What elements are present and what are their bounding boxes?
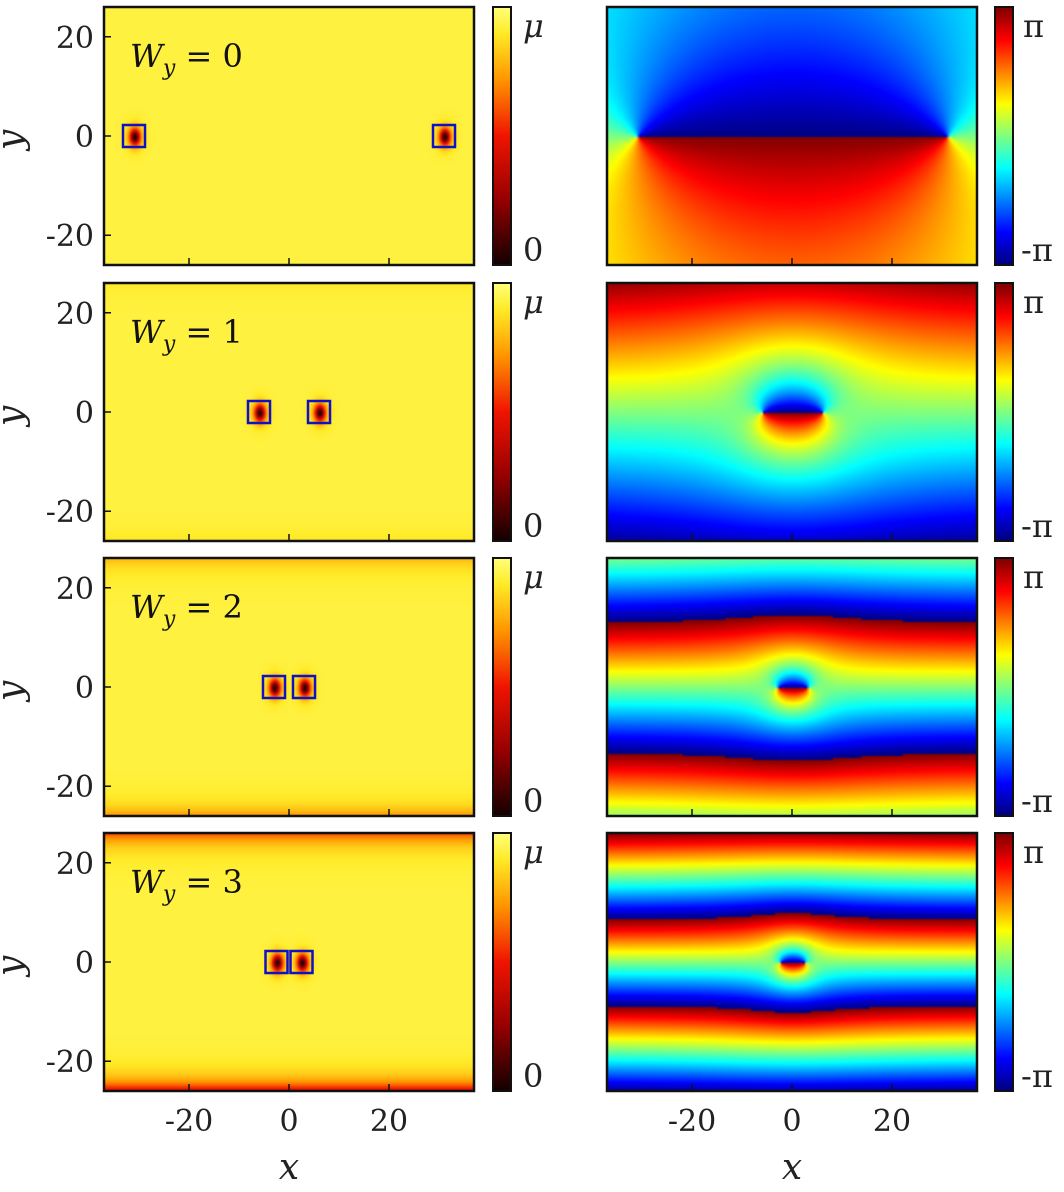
vortex-box (121, 123, 147, 149)
phase-colorbar-max: π (1023, 833, 1044, 871)
density-map (104, 283, 474, 541)
y-tick-label: 0 (75, 946, 94, 981)
x-tick-label: 0 (279, 1104, 298, 1139)
density-colorbar-max: μ (523, 7, 544, 45)
density-map (104, 7, 474, 265)
y-tick-label: 0 (75, 396, 94, 431)
x-axis-label: x (782, 1147, 802, 1188)
vortex-box (246, 399, 272, 425)
vortex-box (306, 399, 332, 425)
phase-colorbar (995, 7, 1013, 265)
density-colorbar (493, 833, 511, 1091)
y-tick-label: -20 (46, 219, 94, 254)
panel-label: Wy = 3 (130, 863, 243, 907)
density-map (104, 833, 474, 1091)
x-tick-label: -20 (165, 1104, 213, 1139)
y-tick-label: 20 (56, 572, 94, 607)
phase-colorbar-max: π (1023, 7, 1044, 45)
vortex-box (289, 949, 314, 975)
phase-colorbar (995, 833, 1013, 1091)
y-tick-label: 20 (56, 297, 94, 332)
density-colorbar-min: 0 (523, 507, 543, 545)
x-tick-label: -20 (668, 1104, 716, 1139)
phase-colorbar (995, 558, 1013, 816)
phase-map (607, 283, 977, 541)
phase-colorbar-min: -π (1021, 231, 1053, 269)
x-tick-label: 20 (873, 1104, 911, 1139)
density-colorbar (493, 558, 511, 816)
density-colorbar-min: 0 (523, 1057, 543, 1095)
row-0: Wy = 0 20 0 -20 y μ 0 π -π (0, 5, 1053, 269)
phase-colorbar-max: π (1023, 558, 1044, 596)
vortex-box (291, 674, 317, 700)
phase-map (607, 7, 977, 265)
density-colorbar-max: μ (523, 283, 544, 321)
row-2: Wy = 2 20 0 -20 y μ 0 π -π (0, 556, 1053, 820)
y-tick-label: 0 (75, 671, 94, 706)
y-tick-label: -20 (46, 770, 94, 805)
phase-map (607, 833, 977, 1091)
phase-colorbar-min: -π (1021, 507, 1053, 545)
density-colorbar-max: μ (523, 833, 544, 871)
panel-label: Wy = 2 (130, 588, 243, 632)
y-axis-label: y (0, 680, 31, 703)
panel-label: Wy = 1 (130, 313, 243, 357)
row-1: Wy = 1 20 0 -20 y μ 0 π -π (0, 281, 1053, 545)
phase-colorbar (995, 283, 1013, 541)
row-3: Wy = 3 20 0 -20 y μ 0 π -π (0, 831, 1053, 1095)
density-colorbar-max: μ (523, 558, 544, 596)
y-tick-label: 0 (75, 120, 94, 155)
density-colorbar-min: 0 (523, 782, 543, 820)
x-tick-label: 20 (370, 1104, 408, 1139)
y-axis-label: y (0, 405, 31, 428)
vortex-box (264, 949, 289, 975)
vortex-box (431, 123, 457, 149)
panel-label: Wy = 0 (130, 37, 243, 81)
y-axis-label: y (0, 955, 31, 978)
density-colorbar-min: 0 (523, 231, 543, 269)
phase-colorbar-min: -π (1021, 1057, 1053, 1095)
y-tick-label: 20 (56, 21, 94, 56)
y-tick-label: -20 (46, 1045, 94, 1080)
density-colorbar (493, 283, 511, 541)
phase-map (607, 558, 977, 816)
y-tick-label: 20 (56, 847, 94, 882)
y-tick-label: -20 (46, 495, 94, 530)
phase-colorbar-min: -π (1021, 782, 1053, 820)
density-map (104, 558, 474, 816)
vortex-box (261, 674, 287, 700)
y-axis-label: y (0, 129, 31, 152)
phase-colorbar-max: π (1023, 283, 1044, 321)
x-axis-label: x (279, 1147, 299, 1188)
x-tick-label: 0 (782, 1104, 801, 1139)
density-colorbar (493, 7, 511, 265)
